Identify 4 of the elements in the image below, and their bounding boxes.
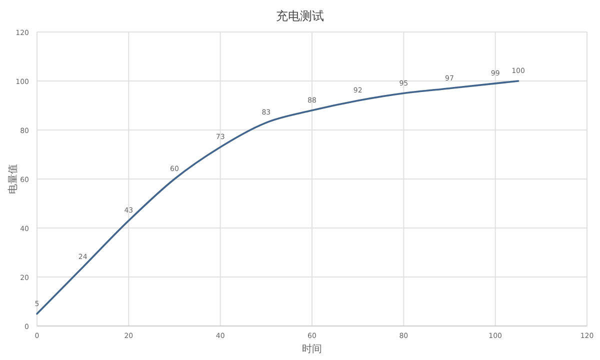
y-axis-title: 电量值 [7,164,19,194]
x-axis-title: 时间 [302,343,322,355]
line-series [36,80,520,315]
chart-title: 充电测试 [276,9,324,23]
